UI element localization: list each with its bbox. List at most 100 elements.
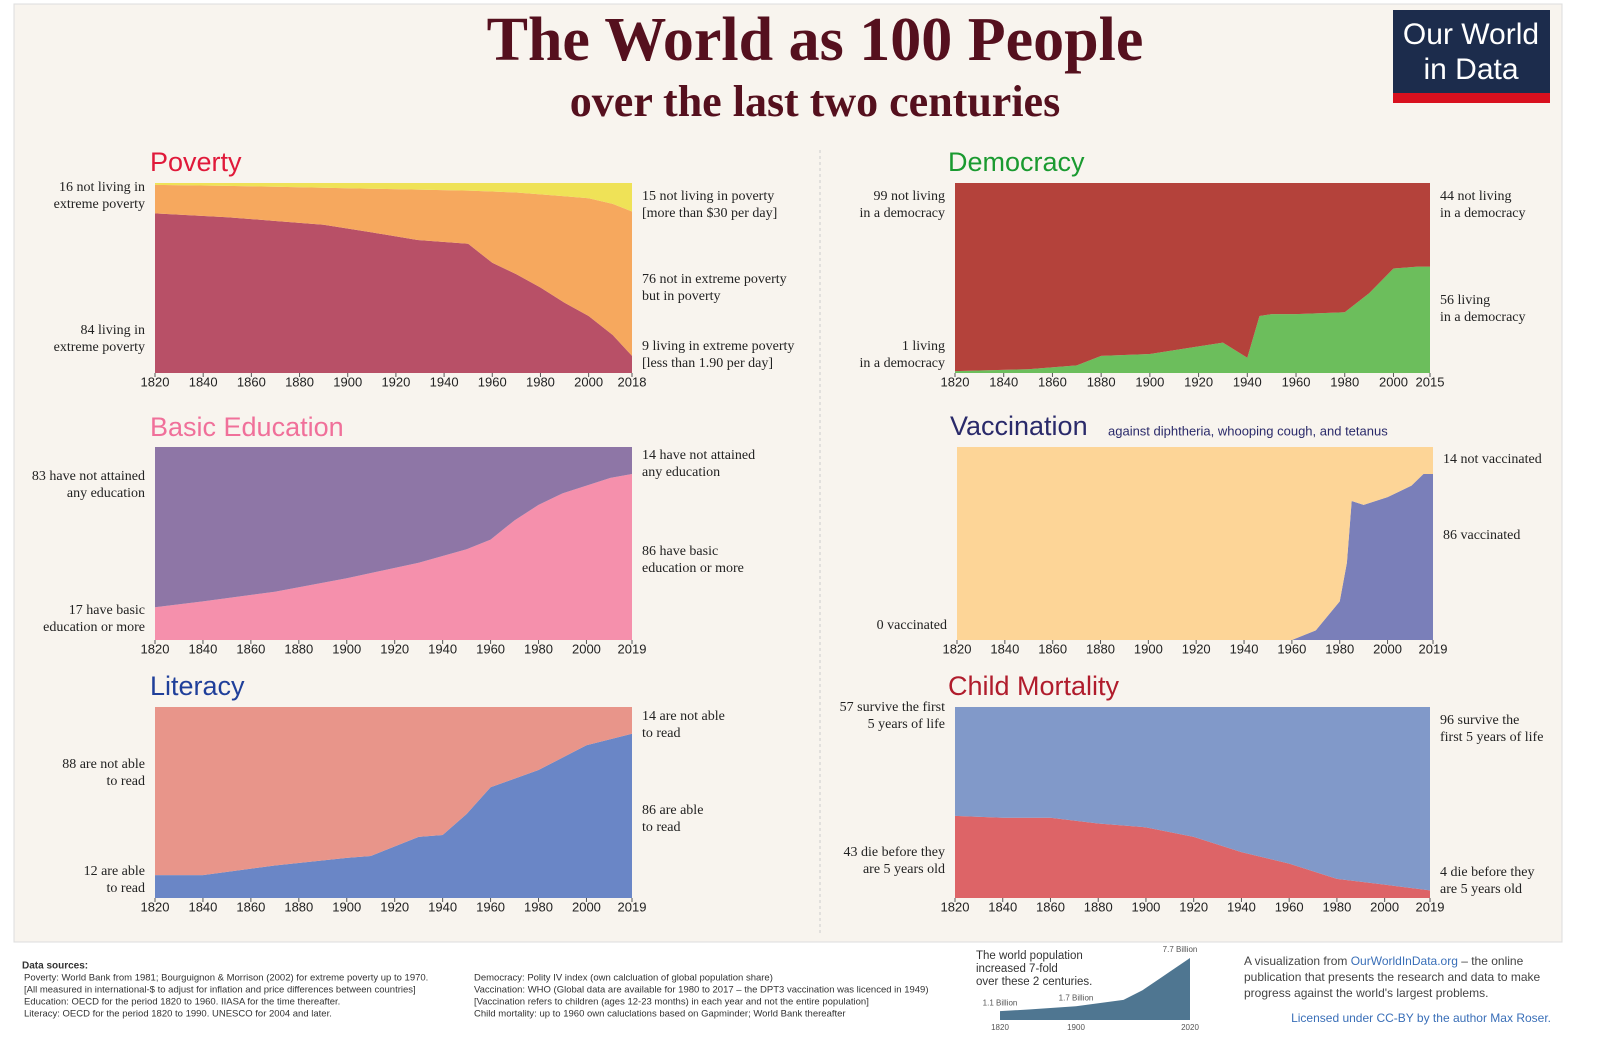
annotation: 14 are not able [642, 709, 725, 724]
annotation: 99 not living [873, 189, 945, 204]
x-tick-label: 1920 [380, 899, 409, 914]
chart-title: Poverty [150, 147, 242, 177]
x-tick-label: 1900 [1134, 641, 1163, 656]
x-tick-label: 1920 [381, 374, 410, 389]
credits-link[interactable]: OurWorldInData.org [1351, 954, 1458, 968]
annotation: 4 die before they [1440, 865, 1534, 880]
credits-line: publication that presents the research a… [1244, 970, 1541, 984]
x-tick-label: 1940 [1233, 374, 1262, 389]
source-line: Education: OECD for the period 1820 to 1… [24, 997, 340, 1008]
annotation: in a democracy [1440, 206, 1526, 221]
annotation: 86 have basic [642, 544, 718, 559]
annotation: 57 survive the first [840, 700, 945, 715]
annotation: education or more [642, 561, 744, 576]
credits-line: progress against the world's largest pro… [1244, 986, 1488, 1000]
x-tick-label: 2019 [618, 641, 647, 656]
annotation: 96 survive the [1440, 713, 1519, 728]
annotation: in a democracy [1440, 310, 1526, 325]
value-label: 7.7 Billion [1163, 945, 1198, 954]
area [155, 474, 632, 640]
source-line: [All measured in international-$ to adju… [24, 985, 416, 996]
x-tick-label: 2000 [1379, 374, 1408, 389]
annotation: in a democracy [859, 356, 945, 371]
x-tick-label: 2019 [1416, 899, 1445, 914]
annotation: to read [642, 726, 680, 741]
x-tick-label: 2019 [618, 899, 647, 914]
annotation: 84 living in [80, 323, 145, 338]
x-tick-label: 1940 [430, 374, 459, 389]
x-tick-label: 1880 [1086, 641, 1115, 656]
x-tick-label: 2000 [1373, 641, 1402, 656]
annotation: 14 not vaccinated [1443, 452, 1542, 467]
annotation: 12 are able [84, 864, 145, 879]
annotation: any education [67, 486, 145, 501]
x-tick-label: 2015 [1416, 374, 1445, 389]
x-tick-label: 1840 [188, 899, 217, 914]
x-tick-label: 1940 [1227, 899, 1256, 914]
x-tick-label: 1920 [380, 641, 409, 656]
annotation: 15 not living in poverty [642, 189, 774, 204]
annotation: 86 are able [642, 803, 703, 818]
chart-title: Democracy [948, 147, 1085, 177]
annotation: to read [107, 774, 145, 789]
annotation: [more than $30 per day] [642, 206, 777, 221]
x-tick-label: 1900 [1135, 374, 1164, 389]
annotation: 14 have not attained [642, 448, 755, 463]
annotation: 83 have not attained [32, 469, 145, 484]
source-line: [Vaccination refers to children (ages 12… [474, 997, 869, 1008]
x-tick-label: 2000 [572, 641, 601, 656]
logo-text: in Data [1423, 53, 1518, 86]
area [155, 213, 632, 373]
x-tick-label: 2019 [1419, 641, 1448, 656]
annotation: any education [642, 465, 720, 480]
x-tick-label: 1900 [333, 374, 362, 389]
annotation: 17 have basic [69, 603, 145, 618]
logo-bar [1393, 93, 1550, 103]
x-tick-label: 2018 [618, 374, 647, 389]
x-tick-label: 1880 [1087, 374, 1116, 389]
annotation: are 5 years old [1440, 882, 1522, 897]
x-tick-label: 2000 [1370, 899, 1399, 914]
annotation: 76 not in extreme poverty [642, 272, 787, 287]
x-tick-label: 1980 [524, 899, 553, 914]
x-tick-label: 1840 [988, 899, 1017, 914]
subtitle: over the last two centuries [570, 77, 1060, 126]
annotation: first 5 years of life [1440, 730, 1543, 745]
x-tick-label: 1820 [941, 374, 970, 389]
x-tick-label: 2000 [572, 899, 601, 914]
area [957, 447, 1433, 640]
annotation: 0 vaccinated [877, 618, 947, 633]
area [955, 183, 1430, 372]
x-tick-label: 1840 [990, 641, 1019, 656]
source-line: Democracy: Polity IV index (own calcluat… [474, 973, 773, 984]
logo-text: Our World [1403, 18, 1539, 51]
x-tick-label: 1820 [141, 899, 170, 914]
annotation: extreme poverty [54, 340, 145, 355]
x-tick-label: 1980 [1330, 374, 1359, 389]
credits-rest: – the online [1458, 954, 1524, 968]
chart-title: Child Mortality [948, 671, 1120, 701]
sources-heading: Data sources: [22, 961, 88, 972]
source-line: Literacy: OECD for the period 1820 to 19… [24, 1009, 332, 1020]
x-tick-label: 1820 [941, 899, 970, 914]
x-tick-label: 1960 [476, 641, 505, 656]
x-tick-label: 1980 [524, 641, 553, 656]
x-tick-label: 1880 [284, 899, 313, 914]
annotation: increased 7-fold [976, 963, 1058, 975]
annotation: extreme poverty [54, 197, 145, 212]
area [155, 707, 632, 876]
annotation: over these 2 centuries. [976, 976, 1092, 988]
chart-title: Vaccination [950, 411, 1088, 441]
area [155, 184, 632, 356]
x-tick-label: 2000 [574, 374, 603, 389]
annotation: in a democracy [859, 206, 945, 221]
x-tick-label: 1880 [1084, 899, 1113, 914]
x-tick-label: 1980 [1322, 899, 1351, 914]
annotation: 44 not living [1440, 189, 1512, 204]
x-tick-label: 1860 [236, 641, 265, 656]
x-tick-label: 1960 [478, 374, 507, 389]
annotation: to read [642, 820, 680, 835]
area [155, 733, 632, 898]
